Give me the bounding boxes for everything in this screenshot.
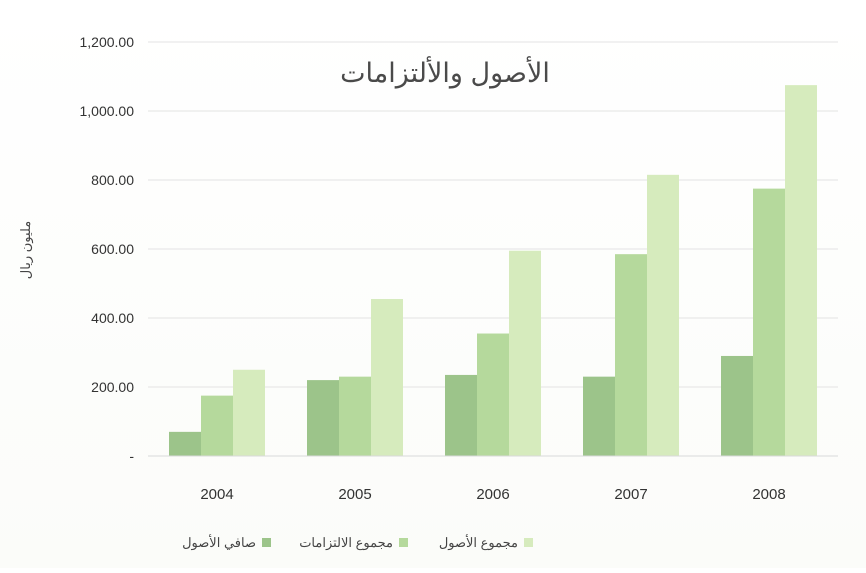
bar-series-1-2006 (445, 374, 477, 456)
bar-series-2-2007 (615, 254, 647, 456)
legend-swatch (399, 538, 408, 547)
y-tick-label: 1,200.00 (80, 34, 135, 50)
x-tick-label: 2005 (338, 486, 371, 503)
legend-swatch (524, 538, 533, 547)
y-tick-label: - (129, 448, 134, 464)
bar-series-1-2004 (169, 431, 201, 456)
y-tick-label: 200.00 (91, 379, 134, 395)
x-tick-label: 2008 (752, 486, 785, 503)
chart-title: الأصول والألتزامات (340, 56, 550, 89)
bar-series-3-2006 (509, 250, 541, 456)
legend: صافي الأصول مجموع الالتزامات مجموع الأصول (182, 534, 533, 551)
bar-series-3-2008 (785, 85, 817, 456)
legend-swatch (262, 538, 271, 547)
bar-series-2-2006 (477, 333, 509, 456)
y-tick-label: 600.00 (91, 241, 134, 257)
legend-label: مجموع الالتزامات (299, 535, 393, 551)
legend-label: صافي الأصول (182, 534, 256, 551)
bar-series-1-2005 (307, 380, 339, 456)
y-tick-label: 400.00 (91, 310, 134, 326)
bar-series-3-2004 (233, 369, 265, 456)
x-axis-ticks: 2004 2005 2006 2007 2008 (200, 486, 785, 503)
bar-series-3-2005 (371, 299, 403, 456)
bars (169, 85, 817, 456)
bar-series-2-2004 (201, 395, 233, 456)
bar-series-3-2007 (647, 174, 679, 456)
x-tick-label: 2006 (476, 486, 509, 503)
bar-series-1-2008 (721, 355, 753, 456)
y-axis-label: مليون ريال (18, 221, 34, 279)
legend-label: مجموع الأصول (439, 534, 518, 551)
x-tick-label: 2007 (614, 486, 647, 503)
bar-series-2-2008 (753, 188, 785, 456)
bar-series-2-2005 (339, 376, 371, 456)
bar-series-1-2007 (583, 376, 615, 456)
x-tick-label: 2004 (200, 486, 233, 503)
y-tick-label: 1,000.00 (80, 103, 135, 119)
y-axis-ticks: - 200.00 400.00 600.00 800.00 1,000.00 1,200.0… (80, 34, 135, 464)
y-tick-label: 800.00 (91, 172, 134, 188)
